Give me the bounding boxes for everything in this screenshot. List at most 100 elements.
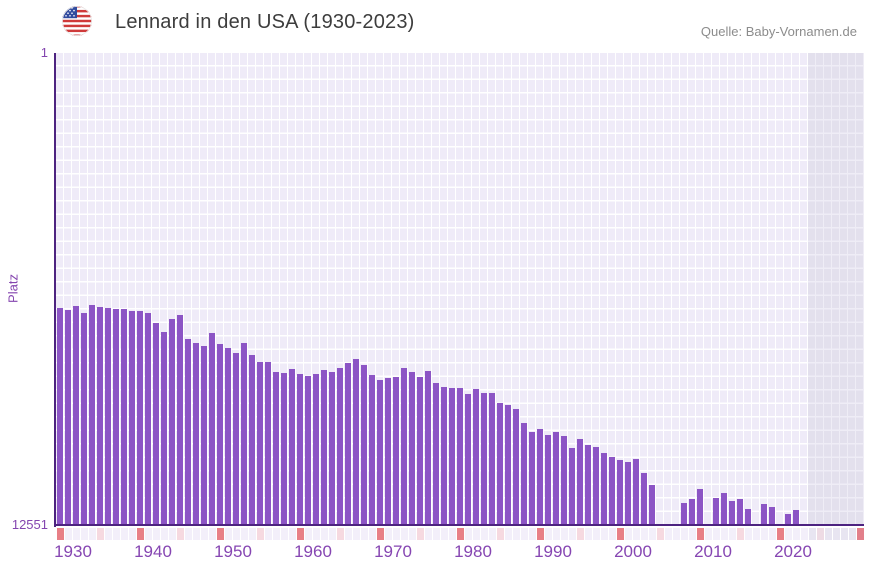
bar-1950[interactable]	[217, 344, 223, 524]
bar-1961[interactable]	[305, 376, 311, 524]
bar-1998[interactable]	[601, 453, 607, 524]
bar-1949[interactable]	[209, 333, 215, 524]
bar-1978[interactable]	[441, 387, 447, 524]
bar-1943[interactable]	[161, 332, 167, 524]
plot-area	[56, 53, 864, 525]
bar-2015[interactable]	[737, 499, 743, 524]
bar-2003[interactable]	[641, 472, 647, 524]
bar-1972[interactable]	[393, 377, 399, 524]
bar-1954[interactable]	[249, 355, 255, 524]
bar-1963[interactable]	[321, 370, 327, 524]
bar-1940[interactable]	[137, 311, 143, 524]
bar-1962[interactable]	[313, 374, 319, 524]
bar-2001[interactable]	[625, 461, 631, 524]
bar-2019[interactable]	[769, 506, 775, 524]
bar-1995[interactable]	[577, 439, 583, 524]
bar-1994[interactable]	[569, 448, 575, 524]
bar-1944[interactable]	[169, 319, 175, 524]
year-cell-1955	[256, 528, 264, 540]
bar-1986[interactable]	[505, 405, 511, 524]
bar-1997[interactable]	[593, 447, 599, 524]
year-cell-1964	[328, 528, 336, 540]
bar-1958[interactable]	[281, 373, 287, 524]
bar-2004[interactable]	[649, 485, 655, 524]
bar-1952[interactable]	[233, 353, 239, 524]
year-cell-1961	[304, 528, 312, 540]
bar-1970[interactable]	[377, 380, 383, 524]
bar-1932[interactable]	[73, 306, 79, 524]
bar-1976[interactable]	[425, 371, 431, 524]
bar-1979[interactable]	[449, 388, 455, 524]
bar-1937[interactable]	[113, 309, 119, 524]
bar-2018[interactable]	[761, 503, 767, 524]
year-cell-2010	[696, 528, 704, 540]
bar-1946[interactable]	[185, 339, 191, 524]
year-cell-2000	[616, 528, 624, 540]
year-cell-1999	[608, 528, 616, 540]
bar-1935[interactable]	[97, 307, 103, 524]
bar-1959[interactable]	[289, 369, 295, 524]
bar-2013[interactable]	[721, 492, 727, 524]
year-cell-1978	[440, 528, 448, 540]
bar-1983[interactable]	[481, 393, 487, 524]
bar-1989[interactable]	[529, 432, 535, 524]
bar-1988[interactable]	[521, 423, 527, 524]
bar-1930[interactable]	[57, 308, 63, 524]
bar-1948[interactable]	[201, 346, 207, 524]
bar-1955[interactable]	[257, 362, 263, 524]
bar-1969[interactable]	[369, 375, 375, 524]
year-cell-1969	[368, 528, 376, 540]
bar-1967[interactable]	[353, 359, 359, 524]
bar-2022[interactable]	[793, 510, 799, 524]
year-cell-1965	[336, 528, 344, 540]
bar-1965[interactable]	[337, 368, 343, 524]
bar-2021[interactable]	[785, 514, 791, 524]
bar-1942[interactable]	[153, 323, 159, 524]
bar-2012[interactable]	[713, 497, 719, 524]
bar-1941[interactable]	[145, 313, 151, 524]
bar-1987[interactable]	[513, 409, 519, 524]
bar-1968[interactable]	[361, 365, 367, 524]
bar-1971[interactable]	[385, 378, 391, 524]
bar-1984[interactable]	[489, 393, 495, 524]
bar-1977[interactable]	[433, 383, 439, 524]
bar-1951[interactable]	[225, 348, 231, 524]
bar-1996[interactable]	[585, 444, 591, 524]
year-cell-1963	[320, 528, 328, 540]
bar-1956[interactable]	[265, 362, 271, 524]
bar-1981[interactable]	[465, 394, 471, 524]
bar-1934[interactable]	[89, 305, 95, 524]
x-tick-labels: 1930 1940 1950 1960 1970 1980 1990 2000 2010 2020	[54, 542, 864, 564]
bar-1936[interactable]	[105, 308, 111, 524]
bar-1933[interactable]	[81, 313, 87, 524]
bar-1999[interactable]	[609, 457, 615, 524]
bar-2010[interactable]	[697, 489, 703, 524]
bar-1945[interactable]	[177, 315, 183, 524]
bar-2002[interactable]	[633, 458, 639, 524]
bar-1938[interactable]	[121, 309, 127, 524]
bar-1974[interactable]	[409, 372, 415, 524]
bar-1964[interactable]	[329, 372, 335, 524]
bar-2009[interactable]	[689, 499, 695, 524]
bar-2008[interactable]	[681, 503, 687, 524]
bar-1931[interactable]	[65, 310, 71, 524]
bar-1993[interactable]	[561, 436, 567, 524]
bar-1966[interactable]	[345, 363, 351, 524]
bar-2016[interactable]	[745, 508, 751, 524]
bar-1975[interactable]	[417, 377, 423, 524]
bar-1957[interactable]	[273, 372, 279, 524]
bar-1982[interactable]	[473, 389, 479, 524]
bar-1985[interactable]	[497, 403, 503, 524]
bar-1953[interactable]	[241, 343, 247, 524]
bar-1991[interactable]	[545, 435, 551, 524]
bar-2000[interactable]	[617, 460, 623, 524]
year-cell-1937	[112, 528, 120, 540]
bar-1947[interactable]	[193, 343, 199, 524]
bar-1939[interactable]	[129, 311, 135, 524]
bar-1960[interactable]	[297, 374, 303, 524]
bar-1980[interactable]	[457, 388, 463, 524]
bar-2014[interactable]	[729, 500, 735, 524]
bar-1990[interactable]	[537, 429, 543, 524]
bar-1992[interactable]	[553, 432, 559, 524]
bar-1973[interactable]	[401, 368, 407, 524]
